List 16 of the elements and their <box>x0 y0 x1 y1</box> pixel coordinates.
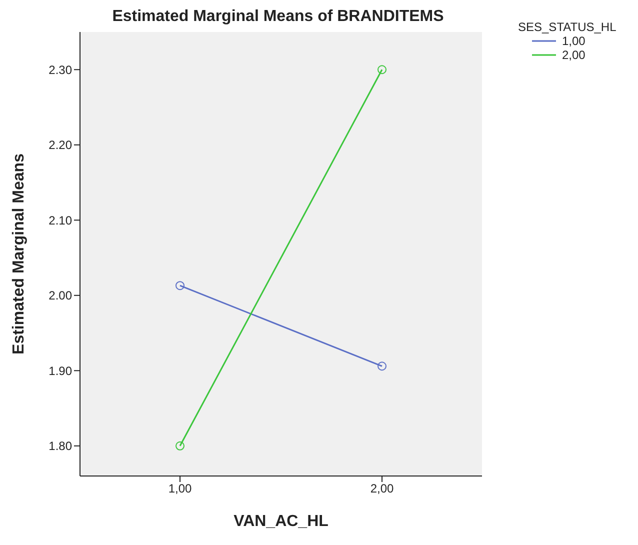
x-axis-title: VAN_AC_HL <box>234 513 329 530</box>
point <box>176 441 184 450</box>
y-tick-label: 2.10 <box>48 213 72 228</box>
y-tick-label: 1.90 <box>48 364 72 378</box>
y-tick-label: 2.00 <box>48 288 72 303</box>
legend-label: 1,00 <box>562 34 586 48</box>
y-tick-label: 2.30 <box>48 62 72 77</box>
y-tick-label: 1.80 <box>48 439 72 454</box>
y-axis-title: Estimated Marginal Means <box>10 153 28 354</box>
point <box>378 362 386 371</box>
legend-label: 2,00 <box>562 48 586 62</box>
point <box>176 281 184 290</box>
y-tick-label: 2.20 <box>48 138 72 152</box>
chart-title: Estimated Marginal Means of BRANDITEMS <box>111 8 445 26</box>
legend-title: SES_STATUS_HL <box>518 20 618 34</box>
point <box>378 65 386 74</box>
